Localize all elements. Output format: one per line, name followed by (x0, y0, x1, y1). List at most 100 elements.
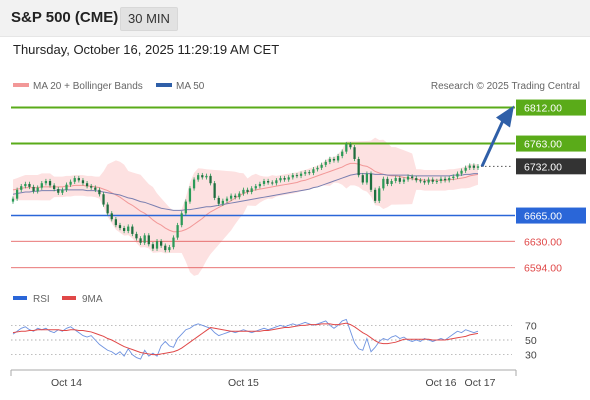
ma20-legend-swatch (13, 83, 29, 87)
candle-body (271, 182, 274, 184)
candle-body (53, 185, 56, 190)
candle-body (262, 181, 266, 184)
candle-body (390, 181, 393, 184)
candle-body (386, 178, 389, 184)
candle-body (448, 178, 451, 181)
candle-body (431, 179, 434, 182)
candle-body (291, 175, 294, 178)
candle-body (394, 178, 397, 182)
candle-body (349, 144, 352, 148)
candle-body (102, 194, 105, 205)
candle-body (32, 186, 35, 192)
level-label-bg-6732.00 (516, 158, 586, 175)
candle-body (406, 176, 410, 180)
candle-body (312, 169, 315, 173)
ma20-legend-label: MA 20 + Bollinger Bands (33, 81, 143, 92)
candle-body (168, 247, 171, 251)
level-label-bg-6665.00 (516, 207, 586, 224)
candle-body (225, 198, 229, 201)
candle-body (48, 181, 52, 186)
ma9-legend-swatch (62, 296, 76, 300)
rsi-ma9-line (12, 322, 479, 356)
candle-body (324, 161, 327, 165)
level-labels: 6812.00 6763.00 6732.00 6665.00 6630.00 6594.… (516, 99, 586, 275)
candle-body (65, 184, 68, 190)
candle-body (40, 183, 43, 188)
candle-body (316, 167, 319, 170)
candle-body (398, 178, 401, 182)
bollinger-band (13, 137, 478, 276)
level-label-bg-6812.00 (516, 99, 586, 116)
candle-body (456, 173, 459, 177)
candle-body (258, 183, 262, 187)
candle-body (184, 201, 187, 214)
candle-body (439, 178, 443, 182)
copyright: Research © 2025 Trading Central (431, 81, 580, 92)
candle-body (44, 181, 48, 184)
candle-body (209, 175, 212, 184)
candle-body (188, 188, 192, 202)
candle-body (85, 183, 89, 187)
interval-badge[interactable]: 30 MIN (120, 7, 178, 31)
candle-body (155, 241, 159, 249)
candle-body (345, 144, 348, 152)
candle-body (287, 177, 290, 180)
level-label-bg-6763.00 (516, 135, 586, 152)
bollinger-band-area (13, 137, 478, 276)
ma50-legend-label: MA 50 (176, 81, 205, 92)
candle-body (94, 187, 97, 190)
candle-body (357, 158, 360, 176)
candle-body (122, 228, 126, 231)
candle-body (131, 226, 134, 234)
header-bar: S&P 500 (CME) 30 MIN (0, 0, 590, 37)
candle-body (299, 173, 303, 176)
candle-body (127, 226, 130, 231)
rsi-legend-swatch (13, 296, 27, 300)
candle-body (160, 241, 163, 246)
candle-body (61, 189, 64, 193)
candle-body (373, 189, 377, 201)
candle-body (229, 195, 233, 199)
candle-body (151, 244, 155, 249)
rsi-legend-label: RSI (33, 294, 50, 305)
candle-body (172, 237, 175, 248)
candle-body (197, 175, 200, 180)
candle-body (221, 200, 224, 204)
candle-body (415, 178, 418, 181)
level-label-6630.00: 6630.00 (524, 236, 562, 248)
candle-body (382, 178, 385, 189)
candle-body (369, 173, 373, 190)
ma50-line (12, 173, 478, 211)
candle-body (275, 180, 278, 184)
candle-body (435, 181, 438, 183)
candle-body (36, 187, 39, 192)
candle-body (11, 198, 15, 202)
candle-body (217, 197, 220, 204)
forecast-arrow-shaft (480, 119, 505, 167)
candle-body (472, 165, 476, 168)
price-levels (11, 106, 515, 269)
candle-body (328, 158, 331, 162)
candle-body (143, 235, 146, 243)
candle-body (464, 167, 467, 171)
candle-body (73, 178, 76, 182)
candle-body (423, 181, 426, 183)
candle-body (336, 156, 340, 161)
rsi-tick-30: 30 (525, 350, 537, 362)
candle-body (164, 245, 167, 251)
candle-body (476, 166, 480, 168)
rsi-line (12, 318, 479, 360)
rsi-panel: 70 50 30 (11, 318, 537, 362)
candle-body (427, 179, 430, 183)
candle-body (267, 181, 270, 183)
level-label-6594.00: 6594.00 (524, 263, 562, 275)
time-axis-label-0: Oct 14 (51, 377, 82, 389)
candle-body (254, 186, 257, 189)
candle-body (279, 178, 282, 181)
level-label-6732.00: 6732.00 (524, 161, 562, 173)
candle-body (452, 176, 455, 179)
candle-body (114, 219, 118, 226)
candle-body (24, 183, 27, 187)
candle-body (180, 213, 183, 226)
